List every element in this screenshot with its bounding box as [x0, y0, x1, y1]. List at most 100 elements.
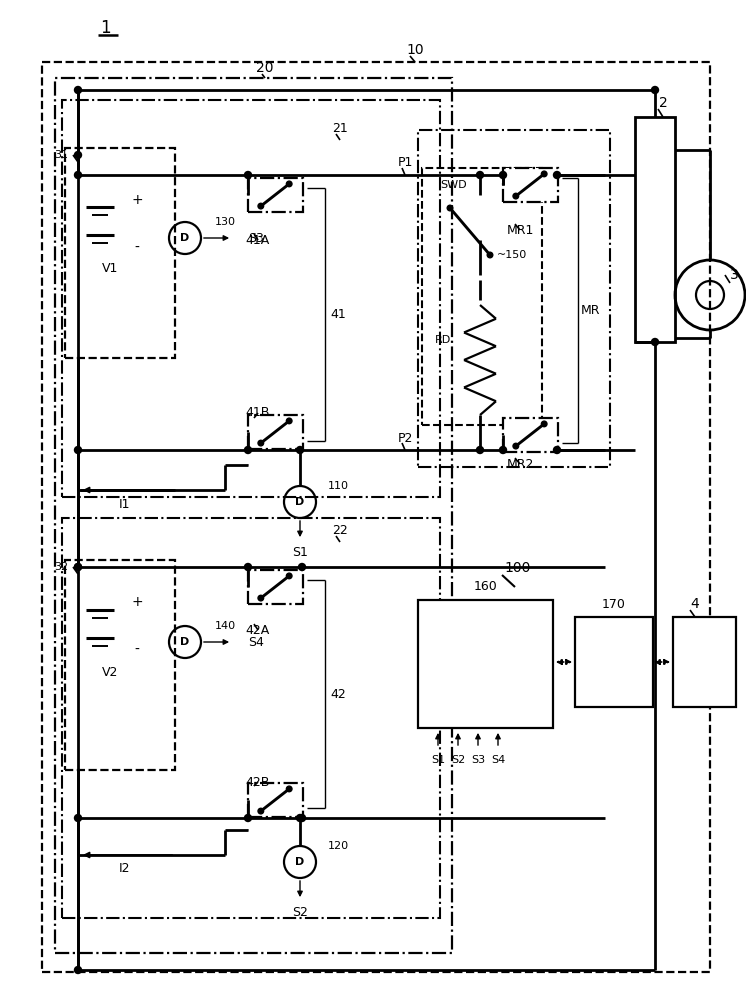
- Text: 31: 31: [54, 150, 68, 160]
- Text: 21: 21: [332, 121, 348, 134]
- Text: 3: 3: [730, 268, 739, 282]
- Text: S4: S4: [248, 636, 264, 648]
- Text: 140: 140: [215, 621, 236, 631]
- Bar: [248, 570, 302, 604]
- Circle shape: [447, 205, 453, 211]
- Text: D: D: [181, 233, 189, 243]
- Text: S3: S3: [248, 232, 264, 244]
- Circle shape: [296, 814, 304, 822]
- Text: MR: MR: [580, 304, 600, 316]
- Text: D: D: [295, 497, 304, 507]
- Bar: [248, 783, 302, 817]
- Text: S2: S2: [292, 906, 308, 920]
- Circle shape: [75, 966, 81, 974]
- Bar: [42, 62, 710, 972]
- Circle shape: [477, 446, 483, 454]
- Text: S3: S3: [471, 755, 485, 765]
- Circle shape: [513, 443, 518, 449]
- Circle shape: [500, 172, 507, 178]
- Text: 22: 22: [332, 524, 348, 536]
- Text: 42: 42: [330, 688, 346, 702]
- Bar: [418, 600, 553, 728]
- Circle shape: [75, 564, 81, 570]
- Circle shape: [245, 814, 251, 822]
- Text: 41B: 41B: [246, 406, 270, 420]
- Bar: [422, 168, 542, 425]
- Circle shape: [554, 446, 560, 454]
- Text: P1: P1: [398, 155, 413, 168]
- Text: 32: 32: [54, 562, 68, 572]
- Circle shape: [651, 338, 659, 346]
- Bar: [62, 100, 440, 497]
- Text: MR1: MR1: [507, 224, 533, 236]
- Text: 20: 20: [256, 61, 274, 75]
- Text: D: D: [181, 637, 189, 647]
- Circle shape: [487, 252, 493, 258]
- Circle shape: [554, 172, 560, 178]
- Circle shape: [477, 172, 483, 178]
- Circle shape: [258, 440, 263, 446]
- Text: 1: 1: [100, 19, 110, 37]
- Circle shape: [258, 808, 263, 814]
- Text: 160: 160: [474, 580, 498, 593]
- Text: 110: 110: [328, 481, 349, 491]
- Bar: [635, 117, 675, 342]
- Circle shape: [258, 595, 263, 601]
- Text: RD: RD: [435, 335, 451, 345]
- Bar: [575, 617, 653, 707]
- Circle shape: [75, 814, 81, 822]
- Circle shape: [542, 171, 547, 177]
- Text: 42A: 42A: [246, 624, 270, 637]
- Circle shape: [75, 151, 81, 158]
- Circle shape: [513, 193, 518, 199]
- Circle shape: [542, 421, 547, 427]
- Bar: [673, 617, 736, 707]
- Text: 2: 2: [659, 96, 668, 110]
- Text: 130: 130: [215, 217, 236, 227]
- Text: 4: 4: [691, 597, 700, 611]
- Text: -: -: [134, 241, 140, 255]
- Circle shape: [258, 203, 263, 209]
- Circle shape: [296, 446, 304, 454]
- Bar: [65, 148, 175, 358]
- Text: 42B: 42B: [246, 776, 270, 788]
- Circle shape: [245, 172, 251, 178]
- Text: ~150: ~150: [497, 250, 527, 260]
- Text: S1: S1: [431, 755, 445, 765]
- Circle shape: [245, 446, 251, 454]
- Bar: [503, 168, 557, 202]
- Text: S2: S2: [451, 755, 465, 765]
- Text: V1: V1: [101, 261, 118, 274]
- Circle shape: [75, 564, 81, 570]
- Circle shape: [286, 418, 292, 424]
- Bar: [65, 560, 175, 770]
- Bar: [503, 418, 557, 452]
- Circle shape: [298, 814, 306, 822]
- Text: 41A: 41A: [246, 233, 270, 246]
- Text: I1: I1: [119, 497, 131, 510]
- Text: 41: 41: [330, 308, 346, 322]
- Circle shape: [286, 573, 292, 579]
- Circle shape: [245, 564, 251, 570]
- Circle shape: [286, 181, 292, 187]
- Circle shape: [298, 564, 306, 570]
- Text: 10: 10: [406, 43, 424, 57]
- Circle shape: [286, 786, 292, 792]
- Text: S4: S4: [491, 755, 505, 765]
- Text: I2: I2: [119, 862, 131, 876]
- Text: +: +: [131, 595, 142, 609]
- Text: D: D: [295, 857, 304, 867]
- Text: SWD: SWD: [440, 180, 467, 190]
- Text: P2: P2: [398, 432, 413, 444]
- Circle shape: [75, 87, 81, 94]
- Text: MR2: MR2: [507, 458, 533, 471]
- Circle shape: [651, 87, 659, 94]
- Bar: [248, 415, 302, 449]
- Text: V2: V2: [101, 666, 118, 678]
- Bar: [418, 130, 610, 467]
- Bar: [62, 518, 440, 918]
- Text: 100: 100: [505, 561, 531, 575]
- Circle shape: [75, 446, 81, 454]
- Circle shape: [500, 446, 507, 454]
- Bar: [55, 78, 452, 953]
